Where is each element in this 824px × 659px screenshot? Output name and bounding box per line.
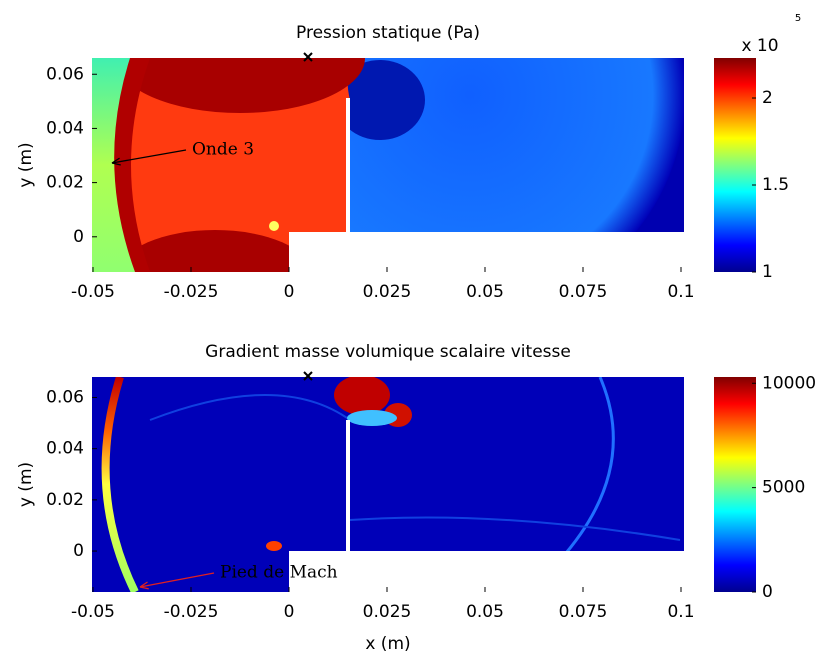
x-tick-label: -0.025: [164, 602, 219, 622]
colorbar-tick-label: 10000: [762, 373, 816, 393]
field-image: [92, 58, 684, 272]
x-axis-label: x (m): [365, 634, 410, 654]
y-axis-label: y (m): [16, 462, 36, 507]
x-tick-label: -0.05: [71, 282, 115, 302]
y-tick-label: 0: [73, 541, 84, 561]
arrow-head: [111, 157, 121, 166]
x-tick-label: -0.05: [71, 602, 115, 622]
x-tick-label: -0.025: [164, 282, 219, 302]
colorbar-exponent: 5: [795, 13, 801, 24]
x-tick-label: 0: [284, 282, 295, 302]
y-axis-label: y (m): [16, 142, 36, 187]
chart-title: Pression statique (Pa): [296, 23, 480, 43]
colorbar-tick-label: 2: [762, 88, 773, 108]
y-tick-label: 0.06: [46, 64, 84, 84]
y-tick-label: 0.04: [46, 439, 84, 459]
arrow-head: [139, 581, 149, 590]
x-tick-label: 0.075: [559, 602, 608, 622]
annotation-arrow: [139, 572, 215, 588]
probe-marker: [303, 52, 313, 381]
colorbar-tick-label: 1.5: [762, 175, 789, 195]
x-tick-label: 0.075: [559, 282, 608, 302]
colorbar: [714, 58, 756, 272]
x-tick-label: 0: [284, 602, 295, 622]
x-tick-label: 0.025: [363, 282, 412, 302]
annotation: Pied de Mach: [220, 563, 338, 583]
chart-title: Gradient masse volumique scalaire vitess…: [205, 342, 571, 362]
colorbar-multiplier: x 10: [741, 36, 778, 56]
x-tick-label: 0.1: [667, 282, 694, 302]
colorbar-tick-label: 5000: [762, 478, 805, 498]
field-image: [92, 377, 684, 592]
y-tick-label: 0: [73, 227, 84, 247]
y-tick-label: 0.02: [46, 173, 84, 193]
y-tick-label: 0.06: [46, 387, 84, 407]
colorbar-tick-label: 0: [762, 582, 773, 602]
x-tick-label: 0.025: [363, 602, 412, 622]
colorbar-tick-label: 1: [762, 262, 773, 282]
colorbar: [714, 377, 756, 592]
y-tick-label: 0.02: [46, 490, 84, 510]
y-tick-label: 0.04: [46, 118, 84, 138]
annotation-arrow: [111, 149, 187, 164]
x-tick-label: 0.05: [466, 282, 504, 302]
x-tick-label: 0.05: [466, 602, 504, 622]
x-tick-label: 0.1: [667, 602, 694, 622]
annotation: Onde 3: [192, 140, 254, 160]
